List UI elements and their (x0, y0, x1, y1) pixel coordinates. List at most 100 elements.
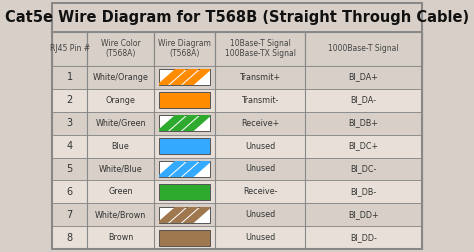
Bar (215, 88, 305, 111)
Bar (305, 66, 422, 88)
Bar (87, 227, 154, 249)
Bar (159, 184, 210, 200)
Bar (215, 66, 305, 88)
Bar (159, 115, 210, 131)
Bar (87, 203, 154, 227)
Bar (154, 111, 215, 135)
Text: 10Base-T Signal
100Base-TX Signal: 10Base-T Signal 100Base-TX Signal (225, 39, 296, 58)
Text: BI_DD+: BI_DD+ (348, 210, 379, 219)
Bar (52, 111, 87, 135)
Text: BI_DD-: BI_DD- (350, 234, 377, 242)
Text: RJ45 Pin #: RJ45 Pin # (50, 44, 90, 53)
Text: 8: 8 (67, 233, 73, 243)
Text: White/Blue: White/Blue (99, 165, 142, 173)
Text: White/Green: White/Green (95, 118, 146, 128)
Bar (52, 3, 422, 32)
Polygon shape (157, 69, 186, 85)
Text: Wire Diagram
(T568A): Wire Diagram (T568A) (158, 39, 211, 58)
Polygon shape (157, 207, 186, 223)
Text: Unused: Unused (245, 142, 275, 150)
Text: BI_DB+: BI_DB+ (348, 118, 379, 128)
Bar (159, 69, 210, 85)
Text: 7: 7 (66, 210, 73, 220)
Bar (215, 32, 305, 66)
Text: Brown: Brown (108, 234, 133, 242)
Polygon shape (170, 161, 199, 177)
Bar (154, 66, 215, 88)
Text: BI_DA+: BI_DA+ (349, 73, 379, 81)
Bar (305, 203, 422, 227)
Text: Unused: Unused (245, 210, 275, 219)
Polygon shape (157, 161, 186, 177)
Bar (159, 92, 210, 108)
Polygon shape (170, 69, 199, 85)
Text: Wire Color
(T568A): Wire Color (T568A) (100, 39, 140, 58)
Text: BI_DC+: BI_DC+ (348, 142, 379, 150)
Bar (87, 135, 154, 158)
Bar (215, 203, 305, 227)
Bar (305, 180, 422, 204)
Bar (305, 158, 422, 180)
Bar (305, 88, 422, 111)
Bar (154, 158, 215, 180)
Polygon shape (182, 115, 212, 131)
Text: Unused: Unused (245, 165, 275, 173)
Text: 1000Base-T Signal: 1000Base-T Signal (328, 44, 399, 53)
Bar (52, 227, 87, 249)
Text: 2: 2 (66, 95, 73, 105)
Text: Cat5e Wire Diagram for T568B (Straight Through Cable): Cat5e Wire Diagram for T568B (Straight T… (5, 10, 469, 24)
Bar (215, 227, 305, 249)
Text: Orange: Orange (106, 96, 136, 105)
Bar (305, 227, 422, 249)
Bar (87, 111, 154, 135)
Bar (87, 88, 154, 111)
Polygon shape (170, 207, 199, 223)
Text: Unused: Unused (245, 234, 275, 242)
Bar (305, 111, 422, 135)
Bar (52, 203, 87, 227)
Bar (87, 158, 154, 180)
Bar (215, 111, 305, 135)
Text: 3: 3 (67, 118, 73, 128)
Text: BI_DC-: BI_DC- (350, 165, 377, 173)
Bar (305, 32, 422, 66)
Bar (52, 135, 87, 158)
Bar (215, 180, 305, 204)
Text: 6: 6 (67, 187, 73, 197)
Bar (159, 138, 210, 154)
Text: BI_DB-: BI_DB- (350, 187, 377, 197)
Bar (154, 32, 215, 66)
Bar (159, 161, 210, 177)
Polygon shape (182, 161, 212, 177)
Text: 5: 5 (66, 164, 73, 174)
Bar (159, 230, 210, 246)
Bar (215, 135, 305, 158)
Bar (52, 32, 87, 66)
Bar (154, 203, 215, 227)
Bar (52, 180, 87, 204)
Bar (52, 88, 87, 111)
Bar (159, 207, 210, 223)
Text: White/Orange: White/Orange (92, 73, 148, 81)
Bar (154, 227, 215, 249)
Polygon shape (182, 69, 212, 85)
Bar (52, 66, 87, 88)
Text: Transmit-: Transmit- (241, 96, 279, 105)
Text: 4: 4 (67, 141, 73, 151)
Bar (215, 158, 305, 180)
Bar (305, 135, 422, 158)
Text: Receive-: Receive- (243, 187, 277, 197)
Polygon shape (157, 115, 186, 131)
Bar (87, 180, 154, 204)
Bar (52, 158, 87, 180)
Text: 1: 1 (67, 72, 73, 82)
Bar (87, 32, 154, 66)
Bar (154, 180, 215, 204)
Polygon shape (182, 207, 212, 223)
Text: Green: Green (108, 187, 133, 197)
Bar (87, 66, 154, 88)
Polygon shape (170, 115, 199, 131)
Text: Transmit+: Transmit+ (239, 73, 281, 81)
Text: Receive+: Receive+ (241, 118, 279, 128)
Bar (154, 88, 215, 111)
